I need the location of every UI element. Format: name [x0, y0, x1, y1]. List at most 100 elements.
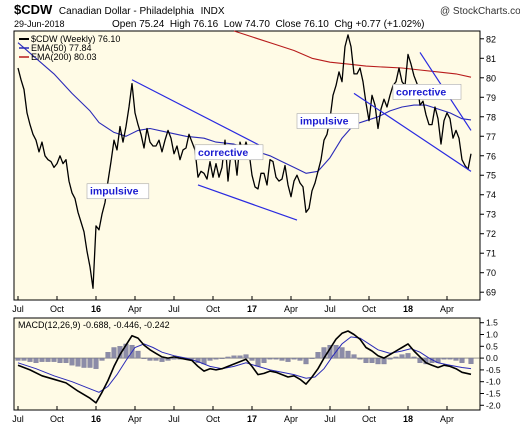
macd-x-tick-label: 18 — [403, 414, 413, 424]
annotation-text: corrective — [396, 86, 446, 98]
macd-histogram-bar — [135, 350, 141, 359]
price-x-tick-label: Oct — [50, 304, 65, 314]
macd-histogram-bar — [261, 357, 267, 363]
stockcharts-credit: @ StockCharts.com — [440, 6, 520, 17]
macd-histogram-bar — [51, 357, 57, 362]
annotation-text: corrective — [198, 147, 248, 159]
macd-x-tick-label: Jul — [324, 414, 336, 424]
price-y-tick-label: 78 — [486, 112, 496, 122]
annotation-corrective-4: corrective — [392, 84, 462, 100]
trendline-4 — [353, 92, 472, 172]
macd-y-tick-label: -0.5 — [486, 365, 501, 375]
series-line-ema50 — [17, 42, 472, 174]
series-line-signal — [17, 336, 472, 393]
macd-histogram-bar — [81, 357, 87, 368]
svg-text:$CDW Canadian Dollar - P: $CDW Canadian Dollar - Philadelphia INDX — [14, 2, 225, 17]
price-x-tick-label: Oct — [206, 304, 221, 314]
series-line-macd — [17, 330, 472, 404]
macd-histogram-bar — [87, 357, 93, 368]
chart-symbol: $CDW — [14, 2, 53, 17]
annotation-box — [296, 113, 360, 129]
annotation-impulsive-3: impulsive — [296, 113, 360, 129]
price-y-tick-label: 72 — [486, 229, 496, 239]
macd-y-tick-label: 0.0 — [486, 353, 498, 363]
macd-histogram-bar — [141, 357, 147, 359]
macd-y-tick-label: -1.0 — [486, 377, 501, 387]
trendline-1 — [131, 79, 262, 147]
macd-histogram-bar — [417, 357, 423, 363]
macd-y-tick-label: 1.5 — [486, 318, 498, 328]
price-plot-area: impulsive corrective impulsive corrective — [17, 30, 472, 289]
annotation-text: impulsive — [90, 186, 139, 198]
price-y-tick-label: 69 — [486, 288, 496, 298]
macd-histogram-bar — [33, 357, 39, 363]
macd-y-tick-label: -2.0 — [486, 400, 501, 410]
macd-histogram-bar — [57, 357, 63, 363]
chart-instrument-name: Canadian Dollar - Philadelphia — [59, 6, 195, 17]
macd-histogram-bar — [411, 356, 417, 359]
annotation-box — [86, 183, 150, 200]
price-x-tick-label: Apr — [128, 304, 142, 314]
macd-histogram-bar — [15, 357, 21, 361]
annotation-impulsive-1: impulsive — [86, 183, 150, 200]
macd-histogram-bar — [453, 357, 459, 361]
macd-histogram-bar — [153, 357, 159, 361]
legend-ema200: EMA(200) 80.03 — [31, 52, 97, 62]
macd-histogram-bar — [243, 354, 249, 359]
macd-x-tick-label: Jul — [168, 414, 180, 424]
price-x-tick-label: Apr — [284, 304, 298, 314]
price-x-tick-label: 16 — [91, 304, 101, 314]
macd-histogram-bar — [339, 347, 345, 359]
price-y-tick-label: 79 — [486, 93, 496, 103]
price-x-tick-label: 18 — [403, 304, 413, 314]
price-panel — [13, 30, 481, 301]
price-y-tick-label: 82 — [486, 34, 496, 44]
annotation-box — [392, 84, 462, 100]
macd-histogram-bar — [231, 355, 237, 359]
macd-histogram-bar — [363, 357, 369, 363]
macd-histogram-bar — [285, 357, 291, 362]
chart-exchange: INDX — [201, 6, 225, 17]
macd-y-tick-label: -1.5 — [486, 388, 501, 398]
macd-histogram-bar — [207, 357, 213, 361]
price-y-tick-label: 81 — [486, 54, 496, 64]
price-legend: $CDW (Weekly) 76.10 EMA(50) 77.84 EMA(20… — [19, 34, 120, 62]
price-x-tick-label: 17 — [247, 304, 257, 314]
trendline-2 — [197, 184, 298, 221]
macd-x-tick-label: Apr — [440, 414, 454, 424]
macd-axes: -2.0 -1.5-1.0 -0.5 0.0 0.51.0 1.5 — [480, 318, 501, 410]
macd-y-tick-label: 1.0 — [486, 330, 498, 340]
macd-histogram-bar — [291, 357, 297, 360]
macd-histogram-bar — [387, 357, 393, 360]
price-y-tick-label: 76 — [486, 151, 496, 161]
macd-histogram-bar — [279, 357, 285, 361]
chart-date: 29-Jun-2018 — [14, 19, 65, 29]
legend-ema50: EMA(50) 77.84 — [31, 43, 92, 53]
macd-x-tick-label: Jul — [12, 414, 24, 424]
macd-histogram-bar — [219, 357, 225, 359]
macd-histogram-bar — [351, 354, 357, 359]
macd-legend: MACD(12,26,9) -0.688, -0.446, -0.242 — [18, 320, 170, 330]
price-y-tick-label: 73 — [486, 210, 496, 220]
macd-histogram-bar — [237, 355, 243, 359]
macd-histogram-bar — [147, 357, 153, 361]
macd-histogram-bar — [27, 357, 33, 362]
macd-histogram-bar — [93, 357, 99, 369]
ohlc-readout: Open 75.24 High 76.16 Low 74.70 Close 76… — [112, 19, 424, 30]
macd-histogram-bar — [225, 356, 231, 359]
macd-x-tick-label: 16 — [91, 414, 101, 424]
macd-histogram-bar — [393, 356, 399, 359]
macd-y-tick-label: 0.5 — [486, 341, 498, 351]
price-x-tick-label: Apr — [440, 304, 454, 314]
macd-histogram-bar — [309, 357, 315, 359]
macd-x-tick-label: 17 — [247, 414, 257, 424]
macd-x-tick-label: Oct — [362, 414, 377, 424]
price-y-tick-label: 77 — [486, 132, 496, 142]
macd-histogram-bar — [111, 347, 117, 359]
macd-panel — [13, 317, 481, 411]
price-y-tick-label: 75 — [486, 171, 496, 181]
macd-histogram-bar — [171, 357, 177, 360]
macd-x-tick-label: Oct — [206, 414, 221, 424]
